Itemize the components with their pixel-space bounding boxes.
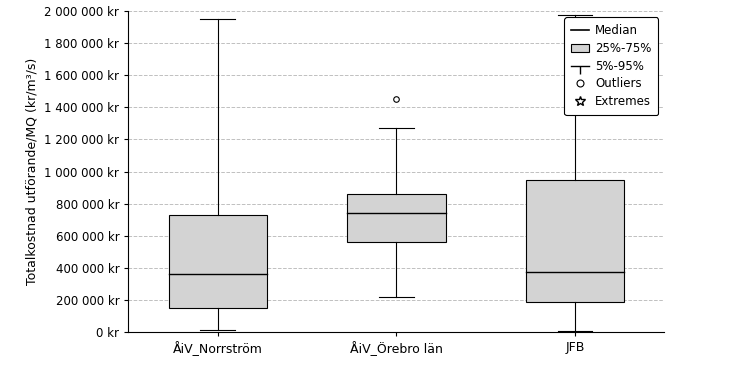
Bar — [347, 194, 445, 242]
Y-axis label: Totalkostnad utförande/MQ (kr/m³/s): Totalkostnad utförande/MQ (kr/m³/s) — [26, 58, 39, 285]
Bar — [168, 215, 267, 308]
Bar — [526, 179, 624, 302]
Legend: Median, 25%-75%, 5%-95%, Outliers, Extremes: Median, 25%-75%, 5%-95%, Outliers, Extre… — [564, 17, 658, 115]
